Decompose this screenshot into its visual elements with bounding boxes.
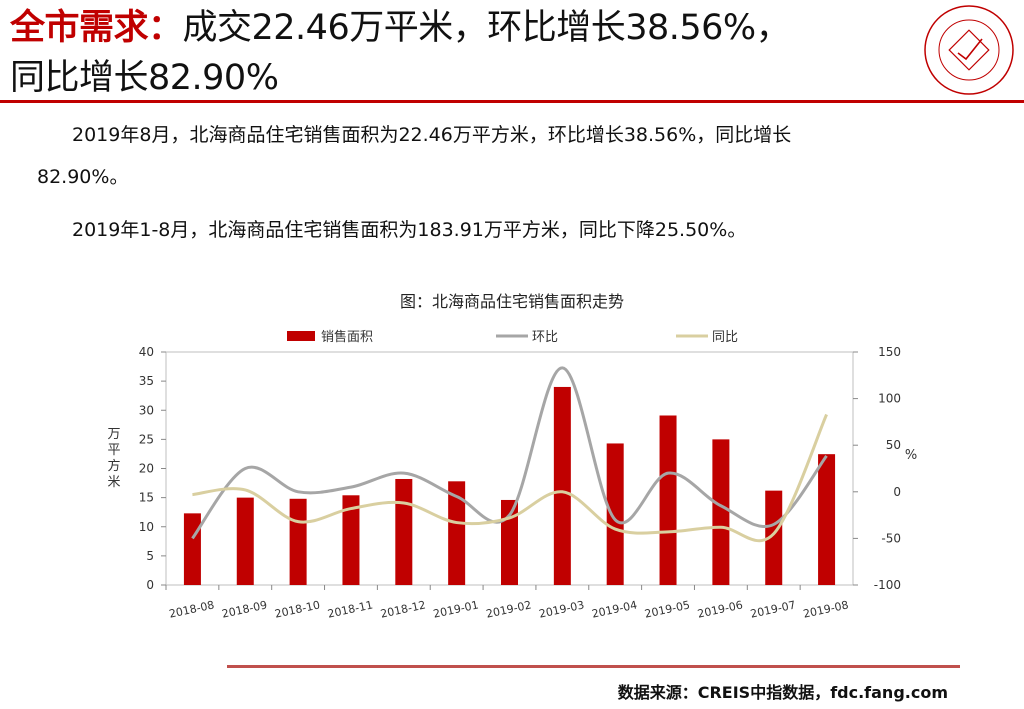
left-axis-label: 平 — [107, 443, 120, 458]
left-axis-tick-label: 25 — [139, 432, 154, 446]
sales-area-chart: 0 5 10 15 20 25 30 35 40 万平方米 -100 -50 0 50 100 150% 2… — [107, 329, 917, 621]
x-axis-tick-label: 2019-02 — [485, 598, 533, 620]
page-title: 全市需求：成交22.46万平米，环比增长38.56%， — [10, 8, 791, 48]
left-axis-tick-label: 35 — [139, 374, 154, 388]
title-key: 全市需求： — [10, 8, 183, 48]
x-axis-tick-label: 2019-04 — [591, 598, 639, 620]
x-axis-tick-label: 2018-11 — [326, 598, 374, 620]
paragraph-2: 2019年1-8月，北海商品住宅销售面积为183.91万平方米，同比下降25.5… — [72, 219, 747, 241]
right-axis-tick-label: -100 — [874, 578, 901, 592]
line-mom — [191, 366, 828, 540]
bar-sales-area — [712, 439, 730, 585]
chart-title: 图：北海商品住宅销售面积走势 — [399, 292, 624, 311]
left-axis-tick-label: 40 — [139, 345, 154, 359]
paragraph-1-line-1: 2019年8月，北海商品住宅销售面积为22.46万平方米，环比增长38.56%，… — [72, 124, 792, 146]
legend-label: 同比 — [712, 330, 738, 345]
bar-sales-area — [818, 454, 836, 585]
header-divider — [0, 100, 1024, 103]
bar-sales-area — [448, 481, 466, 585]
legend-swatch-bar — [287, 331, 315, 341]
x-axis-tick-label: 2019-03 — [538, 598, 586, 620]
china-index-academy-logo — [924, 5, 1014, 95]
left-axis-tick-label: 5 — [146, 549, 154, 563]
right-axis-tick-label: -50 — [881, 531, 901, 545]
bar-sales-area — [236, 497, 254, 585]
page-title-line2: 同比增长82.90% — [10, 58, 279, 98]
bar-sales-area — [606, 443, 624, 585]
bar-sales-area — [342, 495, 360, 585]
x-axis-tick-label: 2018-08 — [168, 598, 216, 620]
legend-label: 环比 — [532, 330, 558, 345]
left-axis-tick-label: 30 — [139, 403, 154, 417]
paragraph-1-line-2: 82.90%。 — [37, 166, 129, 188]
bar-sales-area — [659, 415, 677, 585]
left-axis-label: 米 — [107, 475, 120, 490]
right-axis-label: % — [905, 448, 917, 463]
left-axis-tick-label: 10 — [139, 520, 154, 534]
title-rest: 成交22.46万平米，环比增长38.56%， — [182, 8, 791, 48]
bar-sales-area — [553, 386, 571, 585]
left-axis-tick-label: 15 — [139, 491, 154, 505]
right-axis-tick-label: 0 — [893, 485, 901, 499]
left-axis-tick-label: 20 — [139, 462, 154, 476]
data-source: 数据来源：CREIS中指数据，fdc.fang.com — [617, 683, 948, 702]
bar-sales-area — [765, 490, 783, 585]
right-axis-tick-label: 50 — [886, 438, 901, 452]
x-axis-tick-label: 2019-01 — [432, 598, 480, 620]
x-axis-tick-label: 2019-08 — [802, 598, 850, 620]
legend-label: 销售面积 — [321, 329, 373, 345]
bar-sales-area — [395, 478, 413, 585]
x-axis-tick-label: 2018-12 — [379, 598, 427, 620]
bar-sales-area — [289, 498, 307, 585]
x-axis-tick-label: 2018-09 — [221, 598, 269, 620]
right-axis-tick-label: 100 — [878, 392, 901, 406]
left-axis-tick-label: 0 — [146, 578, 154, 592]
x-axis-tick-label: 2019-07 — [749, 598, 797, 620]
x-axis-tick-label: 2018-10 — [274, 598, 322, 620]
bar-sales-area — [183, 513, 201, 585]
line-yoy — [192, 413, 828, 543]
bar-sales-area — [501, 499, 518, 585]
right-axis-tick-label: 150 — [878, 345, 901, 359]
left-axis-label: 万 — [107, 427, 120, 442]
x-axis-tick-label: 2019-06 — [696, 598, 744, 620]
left-axis-label: 方 — [107, 458, 120, 474]
x-axis-tick-label: 2019-05 — [643, 598, 691, 620]
footer-divider — [227, 665, 960, 668]
